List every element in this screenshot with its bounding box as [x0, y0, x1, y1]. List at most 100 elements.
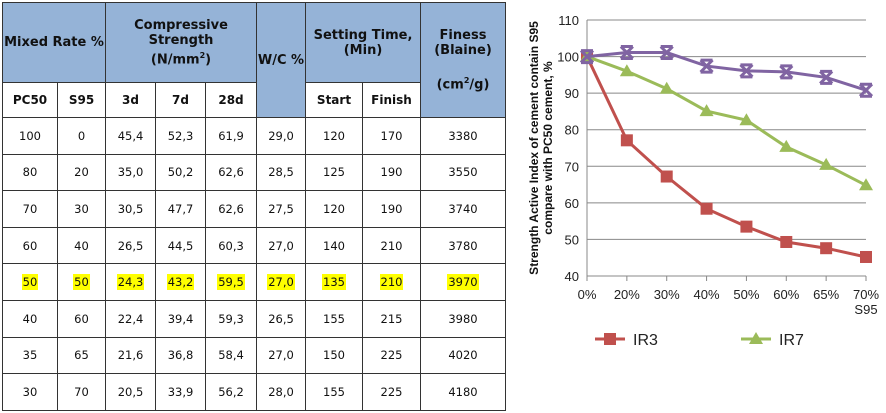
- data-point-ir28: [699, 58, 714, 74]
- table-row: 80 20 35,0 50,2 62,6 28,5 125 190 3550: [2, 153, 506, 192]
- y-axis-label: compare with PC50 cement, %: [541, 61, 555, 235]
- table-row: 30 70 20,5 33,9 56,2 28,0 155 225 4180: [2, 373, 506, 411]
- table-cell: 135: [305, 263, 363, 301]
- table-cell: 155: [305, 373, 363, 411]
- table-cell: 50,2: [155, 153, 206, 192]
- x-tick-label: 70%: [853, 287, 879, 302]
- table-cell: 22,4: [105, 299, 156, 338]
- table-cell: 4020: [420, 336, 506, 375]
- table-cell: 70: [57, 373, 106, 411]
- header-compressive-strength: Compressive Strength (N/mm2): [105, 2, 257, 83]
- table-cell: 29,0: [256, 117, 306, 155]
- table-cell: 61,9: [205, 117, 257, 155]
- data-point-ir7: [739, 113, 754, 126]
- x-tick-label: 0%: [578, 287, 597, 302]
- series-line-ir7: [586, 55, 867, 187]
- table-cell: 80: [2, 153, 58, 192]
- table-cell: 56,2: [205, 373, 257, 411]
- data-point-ir3: [660, 170, 673, 183]
- subheader-s95: S95: [57, 82, 106, 118]
- table-cell: 20: [57, 153, 106, 192]
- table-cell: 120: [305, 117, 363, 155]
- data-point-ir3: [620, 134, 633, 147]
- data-point-ir7: [699, 104, 714, 117]
- y-tick-label: 60: [565, 196, 579, 211]
- legend-label-ir3: IR3: [633, 332, 658, 349]
- table-cell: 40: [57, 226, 106, 265]
- subheader-start: Start: [305, 82, 363, 118]
- table-cell: 210: [362, 263, 421, 301]
- table-row: 35 65 21,6 36,8 58,4 27,0 150 225 4020: [2, 336, 506, 375]
- subheader-28d: 28d: [205, 82, 257, 118]
- table-cell: 140: [305, 226, 363, 265]
- table-cell: 27,0: [256, 336, 306, 375]
- legend-marker-ir7: [749, 332, 763, 344]
- x-tick-label: 65%: [813, 287, 839, 302]
- data-point-ir28: [739, 63, 754, 79]
- table-cell: 27,5: [256, 190, 306, 228]
- data-point-ir3: [860, 250, 872, 263]
- x-tick-label: 60%: [773, 287, 799, 302]
- y-tick-label: 70: [565, 159, 579, 174]
- table-cell: 60: [57, 299, 106, 338]
- x-tick-label: 30%: [654, 287, 680, 302]
- data-point-ir3: [740, 220, 753, 233]
- subheader-finish: Finish: [362, 82, 421, 118]
- data-point-ir28: [819, 69, 834, 85]
- header-setting-time: Setting Time, (Min): [305, 2, 421, 83]
- y-tick-label: 40: [565, 269, 579, 284]
- y-tick-label: 100: [557, 50, 579, 65]
- table-row: 70 30 30,5 47,7 62,6 27,5 120 190 3740: [2, 190, 506, 228]
- series-line-ir3: [585, 55, 867, 259]
- y-tick-label: 50: [565, 232, 579, 247]
- table-cell: 155: [305, 299, 363, 338]
- table-cell: 215: [362, 299, 421, 338]
- table-cell: 47,7: [155, 190, 206, 228]
- table-cell: 150: [305, 336, 363, 375]
- header-mixed-rate: Mixed Rate %: [2, 2, 106, 83]
- data-point-ir3: [780, 235, 793, 248]
- table-cell: 35,0: [105, 153, 156, 192]
- table-cell: 70: [2, 190, 58, 228]
- table-cell: 27,0: [256, 263, 306, 301]
- table-cell: 28,0: [256, 373, 306, 411]
- table-cell: 62,6: [205, 153, 257, 192]
- table-cell: 36,8: [155, 336, 206, 375]
- data-point-ir7: [659, 81, 674, 94]
- data-point-ir7: [819, 157, 834, 170]
- y-tick-label: 110: [558, 13, 579, 28]
- table-cell: 27,0: [256, 226, 306, 265]
- table-cell: 4180: [420, 373, 506, 411]
- y-axis-label: Strength Active Index of cement contain …: [527, 21, 541, 275]
- data-point-ir28: [779, 64, 794, 80]
- table-cell: 190: [362, 190, 421, 228]
- data-point-ir28: [858, 82, 874, 98]
- series-line-ir28: [586, 51, 867, 92]
- table-cell: 39,4: [155, 299, 206, 338]
- table-cell: 65: [57, 336, 106, 375]
- table-cell: 44,5: [155, 226, 206, 265]
- table-cell: 43,2: [155, 263, 206, 301]
- table-cell: 45,4: [105, 117, 156, 155]
- table-cell: 24,3: [105, 263, 156, 301]
- table-cell: 120: [305, 190, 363, 228]
- subheader-3d: 3d: [105, 82, 156, 118]
- data-point-ir7: [859, 178, 873, 191]
- table-cell: 125: [305, 153, 363, 192]
- table-cell: 30,5: [105, 190, 156, 228]
- table-cell: 3780: [420, 226, 506, 265]
- table-cell: 62,6: [205, 190, 257, 228]
- table-cell: 225: [362, 336, 421, 375]
- table-cell: 33,9: [155, 373, 206, 411]
- x-tick-label: 40%: [694, 287, 720, 302]
- table-cell: 0: [57, 117, 106, 155]
- table-row: 50 50 24,3 43,2 59,5 27,0 135 210 3970: [2, 263, 506, 301]
- table-cell: 50: [2, 263, 58, 301]
- table-cell: 26,5: [256, 299, 306, 338]
- table-cell: 40: [2, 299, 58, 338]
- table-cell: 3980: [420, 299, 506, 338]
- legend-label-ir7: IR7: [779, 332, 804, 349]
- header-finess: Finess (Blaine) (cm2/g): [420, 2, 506, 118]
- table-cell: 52,3: [155, 117, 206, 155]
- x-axis-label: S95: [854, 302, 877, 317]
